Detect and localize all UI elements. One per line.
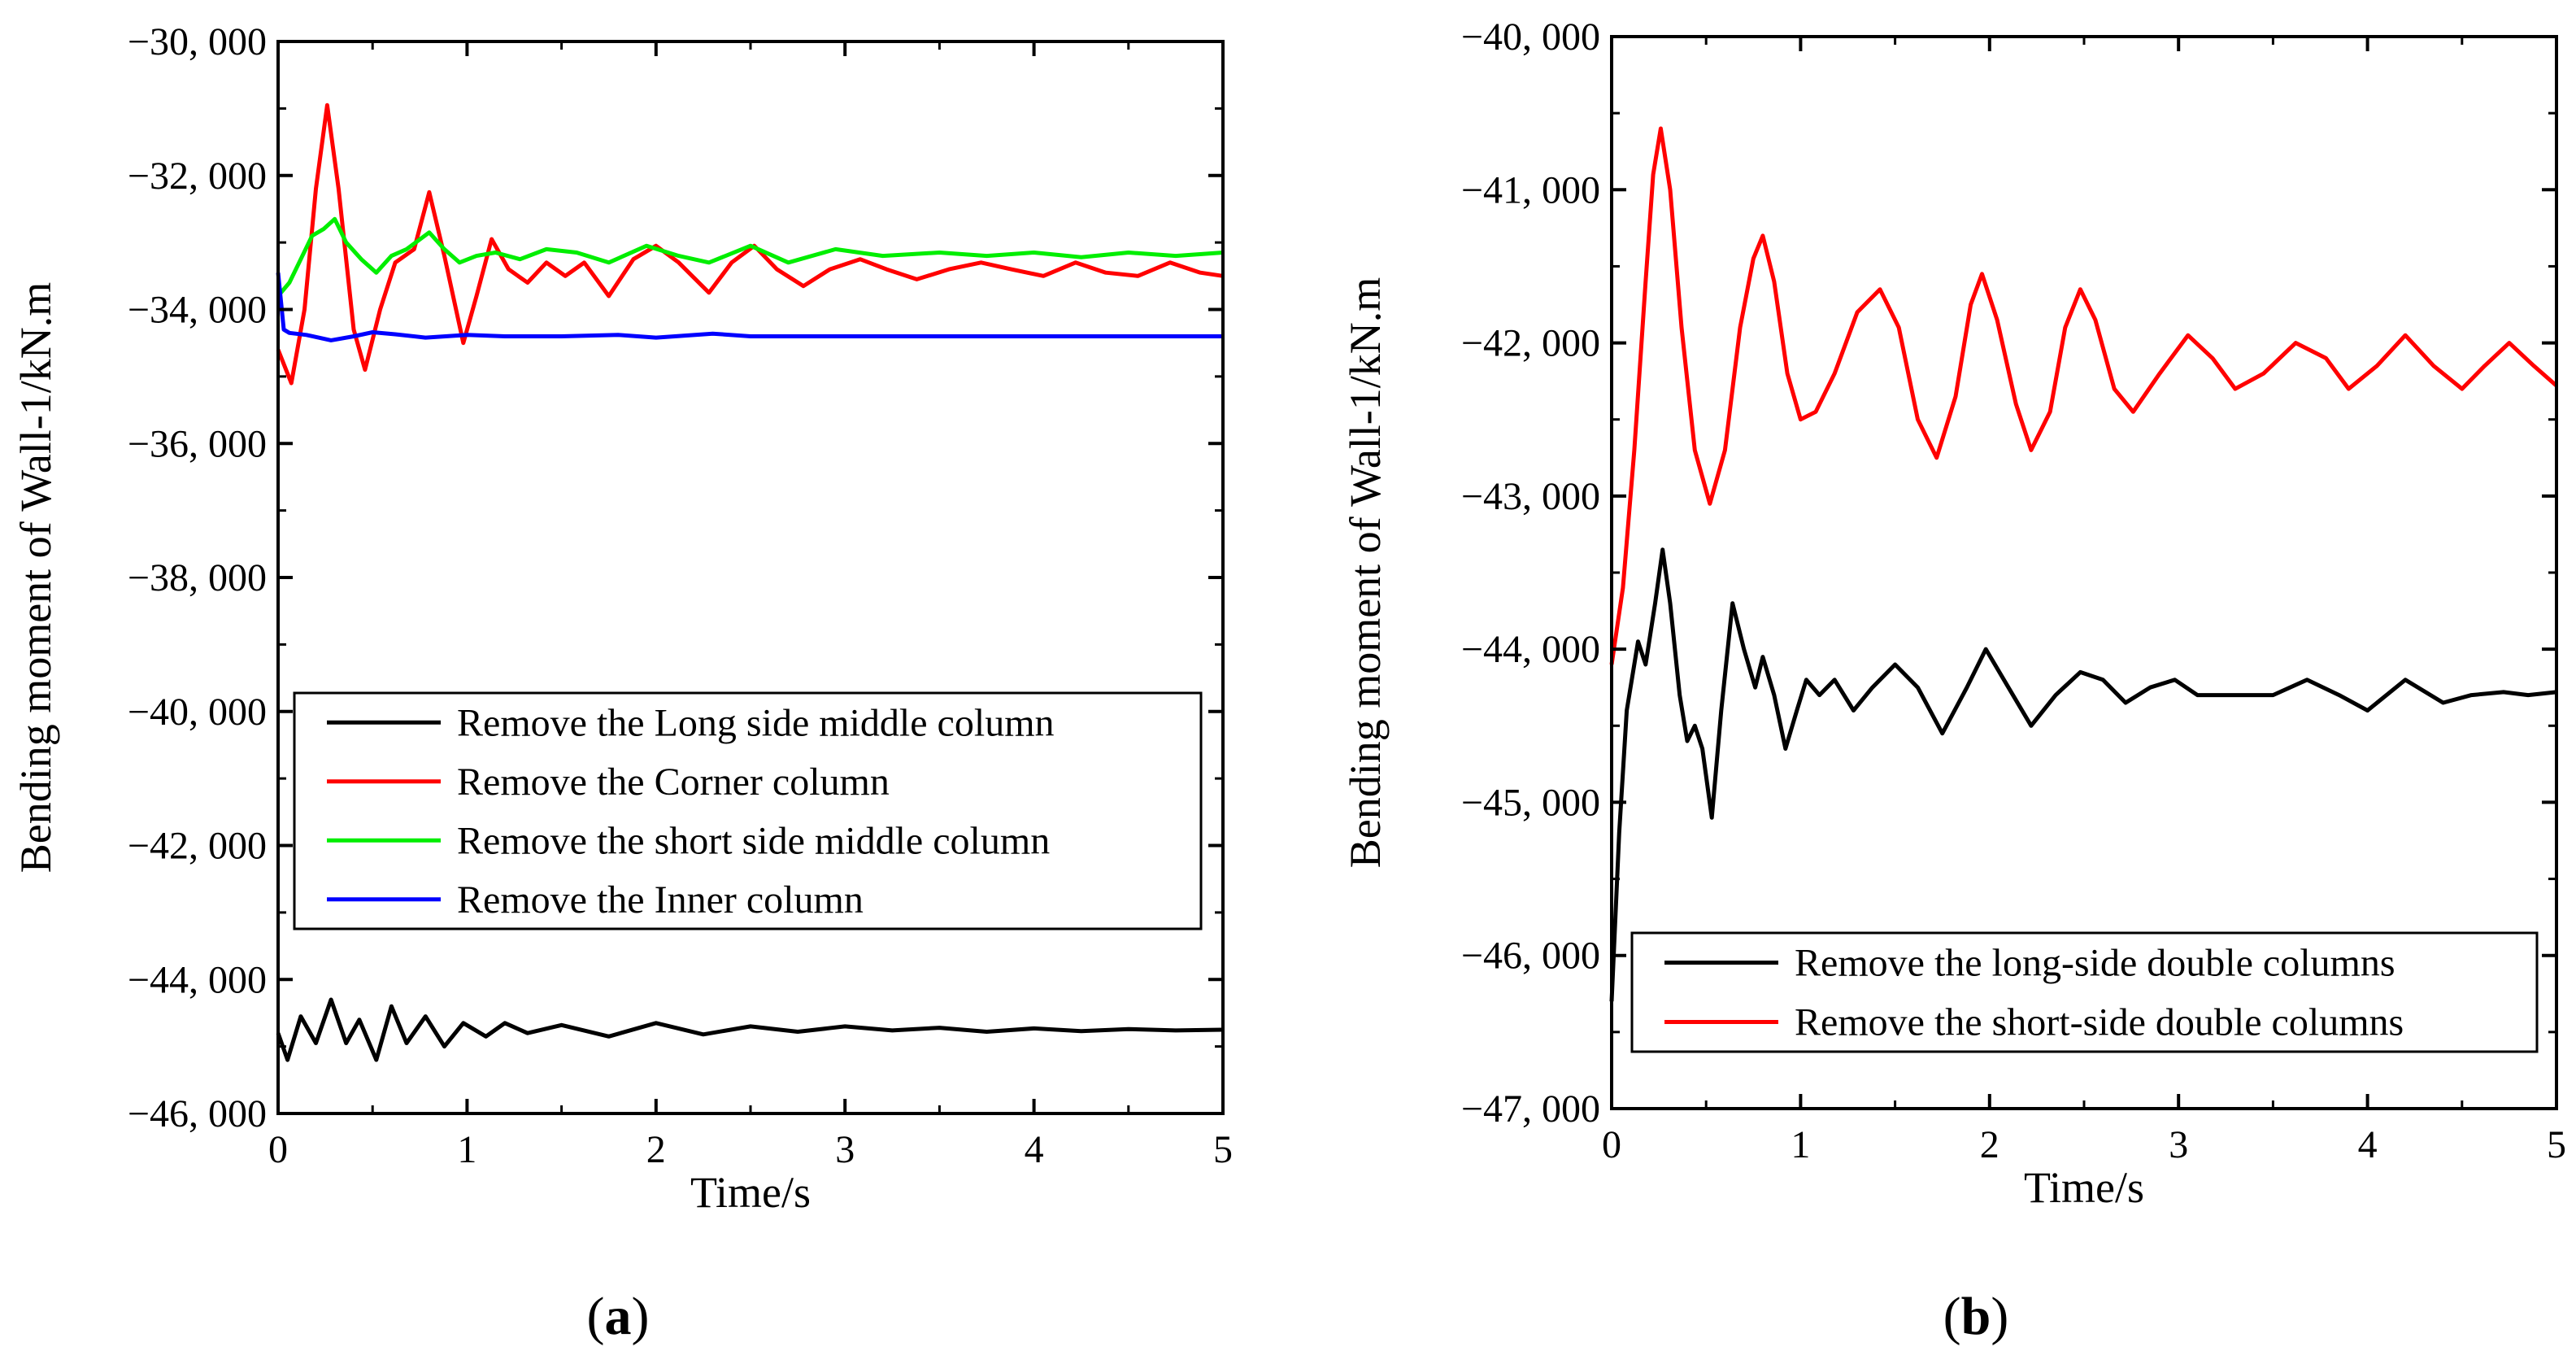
panel-label: (b): [1943, 1287, 2009, 1346]
x-tick-label: 2: [1980, 1123, 1999, 1166]
legend-label-2: Remove the Corner column: [457, 760, 890, 804]
y-axis-title: Bending moment of Wall-1/kN.m: [11, 282, 60, 874]
y-tick-label: −45, 000: [1461, 781, 1600, 824]
legend-label-1: Remove the long-side double columns: [1795, 942, 2395, 985]
y-tick-label: −30, 000: [128, 20, 267, 63]
legend: Remove the Long side middle column Remove…: [293, 691, 1203, 930]
x-tick-label: 0: [1602, 1123, 1621, 1166]
x-tick-label: 4: [1025, 1128, 1044, 1171]
y-tick-label: −41, 000: [1461, 168, 1600, 211]
x-tick-label: 4: [2358, 1123, 2378, 1166]
y-tick-label: −38, 000: [128, 556, 267, 599]
series-line-4: [276, 272, 1223, 342]
legend: Remove the long-side double columns Remov…: [1630, 931, 2539, 1053]
series-line-2: [276, 102, 1224, 386]
x-tick-label: 3: [835, 1128, 855, 1171]
legend-label-2: Remove the short-side double columns: [1795, 1001, 2404, 1044]
legend-box: [293, 691, 1203, 930]
x-tick-label: 3: [2169, 1123, 2188, 1166]
y-axis-title: Bending moment of Wall-1/kN.m: [1341, 277, 1390, 869]
x-tick-label: 5: [2547, 1123, 2566, 1166]
x-tick-label: 0: [268, 1128, 288, 1171]
x-tick-label: 1: [1791, 1123, 1810, 1166]
y-tick-label: −34, 000: [128, 289, 267, 332]
y-tick-label: −44, 000: [128, 958, 267, 1001]
x-tick-label: 5: [1213, 1128, 1233, 1171]
legend-label-1: Remove the Long side middle column: [457, 701, 1055, 744]
series-line-1: [1609, 547, 2557, 1002]
y-tick-label: −42, 000: [128, 825, 267, 868]
legend-label-4: Remove the Inner column: [457, 878, 864, 922]
x-tick-label: 2: [646, 1128, 666, 1171]
legend-box: [1630, 931, 2539, 1053]
panel-label: (a): [587, 1287, 650, 1346]
y-tick-label: −46, 000: [128, 1092, 267, 1135]
panel-a: 0 1 2 3 4 5 −30, 000 −32, 000 −34, 000 −36, 000 −3…: [11, 20, 1233, 1346]
y-tick-label: −40, 000: [128, 691, 267, 734]
y-tick-label: −44, 000: [1461, 628, 1600, 671]
y-tick-label: −42, 000: [1461, 322, 1600, 365]
y-tick-label: −47, 000: [1461, 1087, 1600, 1131]
y-tick-label: −43, 000: [1461, 475, 1600, 518]
y-tick-label: −40, 000: [1461, 15, 1600, 59]
y-tick-label: −36, 000: [128, 422, 267, 465]
series-line-2: [1609, 126, 2558, 665]
plot-frame: [276, 40, 1225, 1115]
panel-b: 0 1 2 3 4 5 −40, 000 −41, 000 −42, 000 −43, 000 −4…: [1341, 15, 2566, 1346]
legend-label-3: Remove the short side middle column: [457, 819, 1050, 862]
y-tick-label: −46, 000: [1461, 935, 1600, 978]
series-line-3: [276, 216, 1224, 298]
x-tick-label: 1: [457, 1128, 476, 1171]
x-axis-title: Time/s: [690, 1168, 811, 1217]
y-tick-label: −32, 000: [128, 155, 267, 198]
x-axis-title: Time/s: [2024, 1163, 2144, 1212]
series-line-1: [276, 997, 1224, 1062]
